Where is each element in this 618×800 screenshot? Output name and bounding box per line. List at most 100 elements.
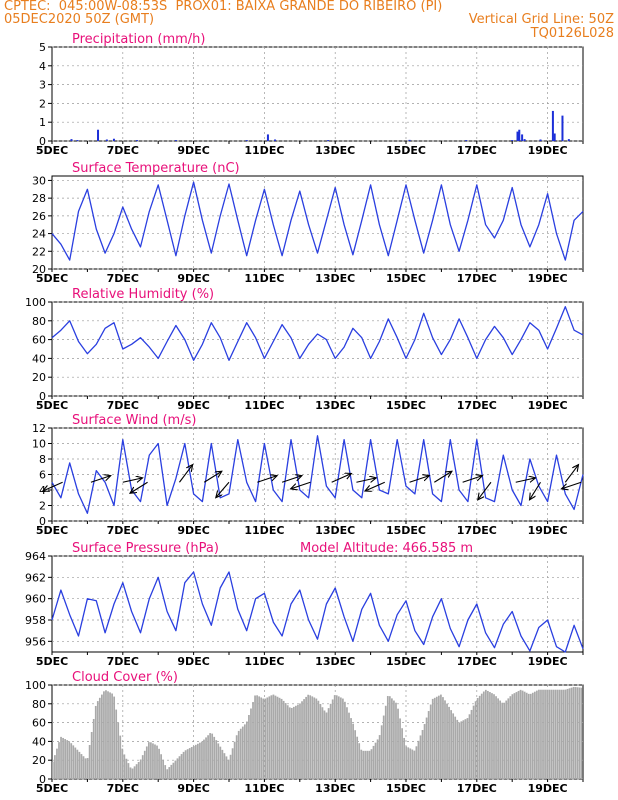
cloud-bar xyxy=(246,721,248,779)
cloud-bar xyxy=(194,744,197,779)
cloud-bar xyxy=(509,696,512,779)
cloud-bar xyxy=(511,694,514,779)
cloud-bar xyxy=(489,692,491,779)
cloud-bar xyxy=(556,689,559,779)
precip-bar xyxy=(105,139,108,141)
cloud-bar xyxy=(141,755,144,779)
cloud-bar xyxy=(272,694,275,779)
cloud-bar xyxy=(431,698,434,779)
cloud-bar xyxy=(503,702,506,779)
cloud-bar xyxy=(90,732,93,779)
cloud-bar xyxy=(166,769,169,779)
wind-arrow xyxy=(365,481,385,491)
cloud-bar xyxy=(86,758,89,779)
x-tick-label: 15DEC xyxy=(386,272,426,285)
cloud-bar xyxy=(248,715,250,779)
x-tick-label: 5DEC xyxy=(36,272,68,285)
x-tick-label: 15DEC xyxy=(386,782,426,795)
header-model: TQ0126L028 xyxy=(530,26,614,41)
cloud-bar xyxy=(540,689,542,779)
y-tick-label: 40 xyxy=(32,735,46,748)
cloud-bar xyxy=(145,746,148,779)
cloud-bar xyxy=(425,717,428,779)
cloud-bar xyxy=(78,751,81,779)
chart-header: CPTEC: 045:00W-08:53S PROX01: BAIXA GRAN… xyxy=(0,0,618,46)
cloud-bar xyxy=(96,701,99,779)
cloud-bar xyxy=(525,692,528,779)
series-line xyxy=(51,435,584,514)
y-tick-label: 958 xyxy=(25,614,46,627)
cloud-bar xyxy=(54,755,56,779)
wind-arrow xyxy=(478,481,492,500)
wind-arrow xyxy=(291,481,311,489)
cloud-bar xyxy=(143,750,146,779)
cloud-bar xyxy=(82,756,85,779)
cloud-bar xyxy=(207,735,209,779)
cloud-bar xyxy=(499,700,502,779)
cloud-bar xyxy=(221,749,224,779)
cloud-bar xyxy=(227,759,230,779)
cloud-bar xyxy=(452,713,455,779)
y-tick-label: 20 xyxy=(32,371,46,384)
x-tick-label: 17DEC xyxy=(457,272,497,285)
cloud-bar xyxy=(250,708,252,779)
cloud-bar xyxy=(297,704,299,779)
cloud-bar xyxy=(107,691,109,779)
cloud-bar xyxy=(211,733,214,779)
cloud-bar xyxy=(356,736,359,779)
cloud-bar xyxy=(346,707,348,779)
cloud-bar xyxy=(462,720,465,779)
cloud-bar xyxy=(466,718,469,779)
cloud-bar xyxy=(121,748,124,779)
x-tick-label: 17DEC xyxy=(457,399,497,412)
cloud-bar xyxy=(301,701,303,779)
model-altitude: Model Altitude: 466.585 m xyxy=(300,541,473,556)
cloud-bar xyxy=(174,760,177,779)
cloud-bar xyxy=(266,697,269,779)
cloud-bar xyxy=(192,745,195,779)
cloud-bar xyxy=(162,759,165,779)
cloud-bar xyxy=(109,692,111,779)
cloud-bar xyxy=(201,741,203,779)
cloud-bar xyxy=(231,748,234,779)
cloud-bar xyxy=(305,696,307,779)
y-tick-label: 5 xyxy=(39,41,46,54)
cloud-bar xyxy=(119,735,122,779)
x-tick-label: 15DEC xyxy=(386,655,426,668)
cloud-bar xyxy=(178,756,181,779)
precip-bar xyxy=(174,140,177,141)
panel-title: Surface Pressure (hPa) xyxy=(72,541,219,556)
x-tick-label: 9DEC xyxy=(177,144,209,157)
cloud-bar xyxy=(68,741,71,779)
cloud-bar xyxy=(168,767,171,779)
cloud-bar xyxy=(458,722,461,779)
cloud-bar xyxy=(366,750,369,779)
cloud-bar xyxy=(152,743,154,779)
y-tick-label: 100 xyxy=(25,679,46,692)
cloud-bar xyxy=(105,690,107,779)
cloud-bar xyxy=(568,688,571,779)
cloud-bar xyxy=(374,742,377,779)
x-tick-label: 15DEC xyxy=(386,144,426,157)
y-tick-label: 964 xyxy=(25,550,46,563)
series-line xyxy=(51,571,584,653)
wind-arrow xyxy=(356,478,376,482)
x-tick-label: 5DEC xyxy=(36,524,68,537)
cloud-bar xyxy=(476,698,479,779)
cloud-bar xyxy=(286,705,289,779)
cloud-bar xyxy=(388,696,391,779)
precip-bar xyxy=(274,139,277,141)
precip-bar xyxy=(553,133,556,141)
cloud-bar xyxy=(393,700,395,779)
cloud-bar xyxy=(323,710,326,779)
cloud-bar xyxy=(544,689,546,779)
cloud-bar xyxy=(197,743,199,779)
cloud-bar xyxy=(382,715,385,779)
y-tick-label: 962 xyxy=(25,571,46,584)
y-tick-label: 60 xyxy=(32,334,46,347)
cloud-bar xyxy=(303,699,305,779)
cloud-bar xyxy=(309,695,312,779)
wind-arrow xyxy=(462,476,483,483)
wind-arrow xyxy=(130,481,148,493)
x-tick-label: 19DEC xyxy=(528,655,568,668)
